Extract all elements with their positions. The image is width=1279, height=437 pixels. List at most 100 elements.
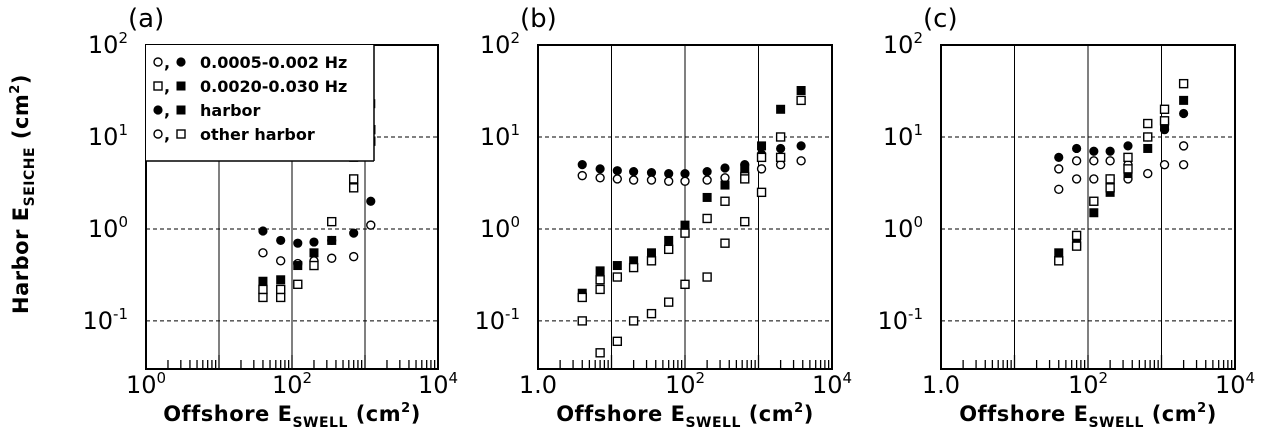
panel-b: (b) 1.0 102 104 10-1 100 101 102 Offshore ESW… <box>474 4 852 431</box>
data-point-open-square <box>680 279 690 290</box>
data-point-filled-square <box>1089 208 1099 218</box>
data-point-filled-circle <box>796 141 806 151</box>
data-point-filled-circle <box>1089 146 1099 156</box>
data-point-open-square <box>1105 174 1115 184</box>
data-point-open-square <box>796 95 806 106</box>
legend-symbol <box>153 57 163 67</box>
legend-symbol <box>153 129 163 139</box>
data-point-filled-circle <box>366 196 376 206</box>
data-point-open-square <box>702 272 712 282</box>
data-point-filled-circle <box>595 164 605 174</box>
y-axis-title-unit: (cm <box>9 94 33 147</box>
data-point-filled-circle <box>1123 141 1133 151</box>
data-point-filled-square <box>702 192 712 202</box>
data-point-open-circle <box>1105 156 1115 166</box>
data-point-filled-circle <box>612 166 622 176</box>
y-tick-label: 100 <box>88 213 128 243</box>
data-point-open-square <box>577 292 587 303</box>
data-point-filled-square <box>1143 143 1153 153</box>
panel-label: (c) <box>923 4 958 34</box>
data-point-open-circle <box>646 175 657 185</box>
data-point-open-circle <box>1143 168 1153 179</box>
data-point-filled-square <box>1179 95 1189 105</box>
x-axis-title: Offshore ESWELL (cm2) <box>556 401 814 431</box>
data-point-open-square <box>646 308 657 319</box>
legend-label: other harbor <box>200 125 315 144</box>
x-tick-label: 102 <box>272 369 312 399</box>
data-points <box>577 86 806 358</box>
data-point-open-square <box>628 316 639 326</box>
data-point-open-square <box>628 262 639 273</box>
y-tick-labels: 10-1 100 101 102 <box>82 29 128 335</box>
data-point-filled-square <box>258 276 268 286</box>
data-point-open-square <box>1143 118 1153 129</box>
x-tick-label: 102 <box>1068 369 1108 399</box>
grid <box>941 45 1235 369</box>
y-tick-label: 102 <box>883 29 923 59</box>
data-point-open-circle <box>275 256 286 266</box>
legend-label: 0.0005-0.002 Hz <box>200 53 347 72</box>
data-point-open-square <box>1178 78 1189 89</box>
data-point-open-square <box>595 348 605 358</box>
data-point-open-circle <box>366 220 376 230</box>
data-point-filled-square <box>776 104 786 114</box>
data-point-open-circle <box>327 253 337 263</box>
data-point-open-square <box>612 272 623 282</box>
data-point-filled-circle <box>776 143 786 154</box>
data-point-open-square <box>258 292 268 303</box>
data-point-open-circle <box>577 170 587 181</box>
data-point-open-square <box>1159 104 1170 114</box>
data-point-open-circle <box>702 175 712 185</box>
data-point-filled-circle <box>1105 146 1115 156</box>
data-point-open-square <box>1105 183 1115 193</box>
y-tick-labels: 10-1 100 101 102 <box>474 29 520 335</box>
data-point-open-square <box>1089 196 1099 206</box>
data-point-open-square <box>720 196 730 206</box>
data-point-open-square <box>348 174 359 184</box>
y-tick-label: 101 <box>88 121 128 151</box>
y-tick-label: 102 <box>480 29 520 59</box>
data-point-open-square <box>275 284 286 295</box>
data-point-open-square <box>1071 241 1082 251</box>
data-point-open-square <box>293 279 303 290</box>
data-point-open-circle <box>756 164 767 174</box>
x-tick-label: 100 <box>126 369 166 399</box>
legend-symbol <box>153 81 163 91</box>
data-point-open-circle <box>1178 159 1189 170</box>
y-axis-title-sup: 2 <box>8 84 23 94</box>
legend-symbol <box>176 129 186 139</box>
legend-label: harbor <box>200 101 261 120</box>
y-axis-title-close: ) <box>9 74 33 84</box>
y-tick-label: 100 <box>480 213 520 243</box>
data-point-open-circle <box>348 251 359 262</box>
data-point-open-square <box>720 238 730 248</box>
data-point-filled-square <box>293 261 303 271</box>
y-tick-label: 10-1 <box>474 305 520 335</box>
x-axis-title: Offshore ESWELL (cm2) <box>959 401 1217 431</box>
data-point-filled-circle <box>1179 108 1189 119</box>
minor-ticks <box>559 355 830 369</box>
y-tick-label: 10-1 <box>877 305 923 335</box>
legend-entry: , 0.0005-0.002 Hz <box>153 53 347 72</box>
data-point-open-square <box>775 152 786 163</box>
legend-entry: , harbor <box>153 101 261 120</box>
panel-a: (a) 100 102 104 10-1 100 101 102 Offshore ESW… <box>82 4 458 431</box>
legend-comma: , <box>164 101 170 120</box>
data-point-open-circle <box>1071 156 1082 166</box>
legend-comma: , <box>164 53 170 72</box>
data-point-open-square <box>702 213 712 224</box>
y-tick-label: 101 <box>883 121 923 151</box>
data-point-filled-circle <box>293 238 303 248</box>
data-point-open-square <box>756 152 767 163</box>
data-point-open-square <box>612 336 623 347</box>
panel-c: (c) 1.0 102 104 10-1 100 101 102 Offshore ESW… <box>877 4 1255 431</box>
data-point-open-square <box>577 316 587 326</box>
data-point-open-square <box>1123 164 1133 174</box>
y-tick-label: 100 <box>883 213 923 243</box>
data-point-open-square <box>740 174 750 184</box>
x-tick-label: 104 <box>418 369 458 399</box>
data-point-open-square <box>646 256 657 266</box>
data-point-open-circle <box>1071 174 1082 184</box>
data-point-filled-square <box>757 141 767 151</box>
data-point-filled-square <box>664 235 674 245</box>
